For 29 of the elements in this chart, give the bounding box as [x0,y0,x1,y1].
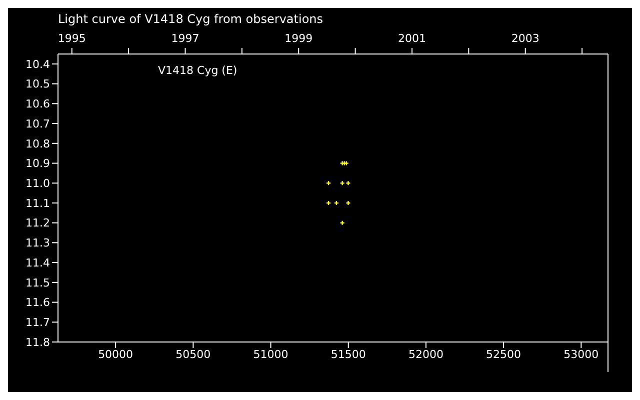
y-tick-label: 10.6 [26,98,50,111]
x2-tick-label: 1995 [58,32,86,45]
chart-title: Light curve of V1418 Cyg from observations [58,12,324,26]
y-tick-label: 10.4 [26,58,50,71]
x-tick-label: 51500 [330,348,366,361]
y-tick-label: 11.1 [26,196,50,210]
y-tick-label: 11.2 [26,216,50,230]
x2-tick-label: 1999 [284,32,313,45]
x-tick-label: 51000 [253,348,288,361]
x-tick-label: 50500 [176,348,211,361]
y-tick-label: 11.5 [26,276,50,290]
y-tick-label: 11.6 [26,296,50,310]
y-tick-label: 10.7 [26,117,50,130]
x-tick-label: 52000 [408,348,444,361]
x2-tick-label: 2003 [511,32,540,45]
y-tick-label: 11.3 [26,236,50,250]
y-tick-label: 11.4 [26,256,50,270]
x-tick-label: 52500 [486,348,522,361]
x-tick-label: 53000 [564,348,599,361]
x2-tick-label: 1997 [171,32,200,45]
y-tick-label: 10.8 [26,137,50,150]
x-tick-label: 50000 [98,348,134,361]
annotation: V1418 Cyg (E) [158,64,238,77]
y-tick-label: 11.7 [26,316,50,330]
y-tick-label: 11.8 [26,336,50,349]
x2-tick-label: 2001 [398,32,426,45]
y-tick-label: 11.0 [26,177,50,190]
y-tick-label: 10.9 [26,157,50,170]
y-tick-label: 10.5 [26,78,50,91]
